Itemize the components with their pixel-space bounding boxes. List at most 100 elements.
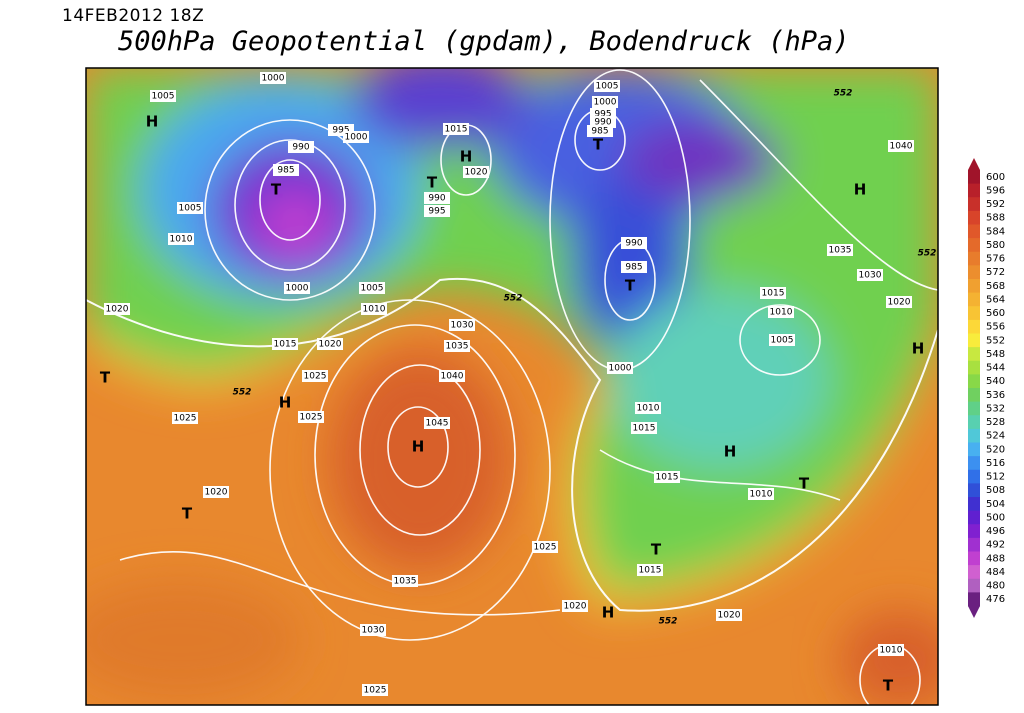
colorbar-band: [968, 415, 980, 430]
isobar-label-box: [592, 96, 618, 108]
colorbar-band: [968, 456, 980, 471]
pressure-center: H: [412, 438, 425, 456]
colorbar-label: 552: [986, 335, 1005, 346]
colorbar-band: [968, 442, 980, 457]
colorbar-label: 540: [986, 376, 1005, 387]
colorbar-band: [968, 497, 980, 512]
isobar-label: 1010: [363, 305, 386, 315]
colorbar-band: [968, 279, 980, 294]
colorbar-band: [968, 537, 980, 552]
pressure-center: H: [279, 394, 292, 412]
colorbar-label: 576: [986, 254, 1005, 265]
isobar-label-box: [168, 233, 194, 245]
isobar-label: 1005: [179, 204, 202, 214]
colorbar-label: 588: [986, 213, 1005, 224]
isobar-label: 1025: [300, 413, 323, 423]
colorbar-label: 476: [986, 594, 1005, 605]
colorbar-label: 504: [986, 499, 1005, 510]
isobar-label-box: [635, 402, 661, 414]
isobar-label: 1040: [441, 372, 464, 382]
isobar-label: 990: [594, 118, 611, 128]
colorbar-band: [968, 578, 980, 593]
isobar-label-box: [562, 600, 588, 612]
contour-label: 552: [918, 249, 937, 259]
colorbar-label: 560: [986, 308, 1005, 319]
colorbar-band: [968, 333, 980, 348]
isobar-label: 985: [277, 166, 294, 176]
isobar-label: 1010: [750, 490, 773, 500]
isobar-label: 1015: [656, 473, 679, 483]
isobar-label: 1020: [319, 340, 342, 350]
colorbar-arrow-bottom: [968, 606, 980, 618]
isobar-label: 985: [625, 263, 642, 273]
isobar-label-box: [878, 644, 904, 656]
colorbar-label: 496: [986, 526, 1005, 537]
colorbar-band: [968, 428, 980, 443]
isobar-label: 1000: [594, 98, 617, 108]
isobar-label-box: [716, 609, 742, 621]
colorbar-label: 520: [986, 444, 1005, 455]
isobar-label-box: [317, 338, 343, 350]
contour-label: 552: [659, 617, 678, 627]
isobar-label: 1000: [609, 364, 632, 374]
pressure-center: T: [593, 136, 604, 154]
isobar-label: 1020: [718, 611, 741, 621]
colorbar-label: 564: [986, 294, 1005, 305]
isobar-label: 1000: [262, 74, 285, 84]
isobar-label-box: [654, 471, 680, 483]
isobar-label: 1030: [859, 271, 882, 281]
colorbar-band: [968, 224, 980, 239]
isobar-label-box: [748, 488, 774, 500]
isobar-label: 1010: [637, 404, 660, 414]
isobar-label: 1025: [304, 372, 327, 382]
pressure-center: H: [912, 340, 925, 358]
isobar-label-box: [260, 72, 286, 84]
contour-label: 552: [504, 294, 523, 304]
colorbar-band: [968, 319, 980, 334]
colorbar-band: [968, 388, 980, 403]
colorbar-band: [968, 565, 980, 580]
isobar-label-box: [463, 166, 489, 178]
isobar-label-box: [361, 303, 387, 315]
isobar-label: 995: [594, 110, 611, 120]
map-title: 500hPa Geopotential (gpdam), Bodendruck …: [118, 26, 850, 57]
colorbar-label: 484: [986, 567, 1005, 578]
pressure-center: T: [799, 475, 810, 493]
isobar-label-box: [360, 624, 386, 636]
pressure-center: T: [651, 541, 662, 559]
isobar-label-box: [449, 319, 475, 331]
colorbar-label: 532: [986, 403, 1005, 414]
isobar-label-box: [150, 90, 176, 102]
isobar-label: 1005: [771, 336, 794, 346]
colorbar-label: 500: [986, 512, 1005, 523]
pressure-center: T: [271, 181, 282, 199]
isobar-label: 1020: [564, 602, 587, 612]
isobar-label-box: [443, 123, 469, 135]
isobar-label-box: [444, 340, 470, 352]
colorbar-label: 548: [986, 349, 1005, 360]
isobar-label: 1035: [446, 342, 469, 352]
colorbar-band: [968, 197, 980, 212]
colorbar-label: 480: [986, 581, 1005, 592]
colorbar-band: [968, 251, 980, 266]
isobar-label-box: [359, 282, 385, 294]
isobar-label: 1030: [451, 321, 474, 331]
colorbar-band: [968, 360, 980, 375]
isobar-label-box: [637, 564, 663, 576]
isobar-label-box: [532, 541, 558, 553]
isobar-label-box: [284, 282, 310, 294]
pressure-center: T: [427, 174, 438, 192]
isobar-label-box: [288, 141, 314, 153]
isobar-label: 1020: [888, 298, 911, 308]
isobar-label: 1015: [445, 125, 468, 135]
isobar-label: 1005: [361, 284, 384, 294]
isobar-label: 1020: [205, 488, 228, 498]
colorbar-label: 580: [986, 240, 1005, 251]
map-date: 14FEB2012 18Z: [62, 6, 205, 26]
isobar-label-box: [272, 338, 298, 350]
colorbar-label: 572: [986, 267, 1005, 278]
isobar-label: 1020: [106, 305, 129, 315]
isobar-label-box: [768, 306, 794, 318]
isobar-label: 1035: [829, 246, 852, 256]
